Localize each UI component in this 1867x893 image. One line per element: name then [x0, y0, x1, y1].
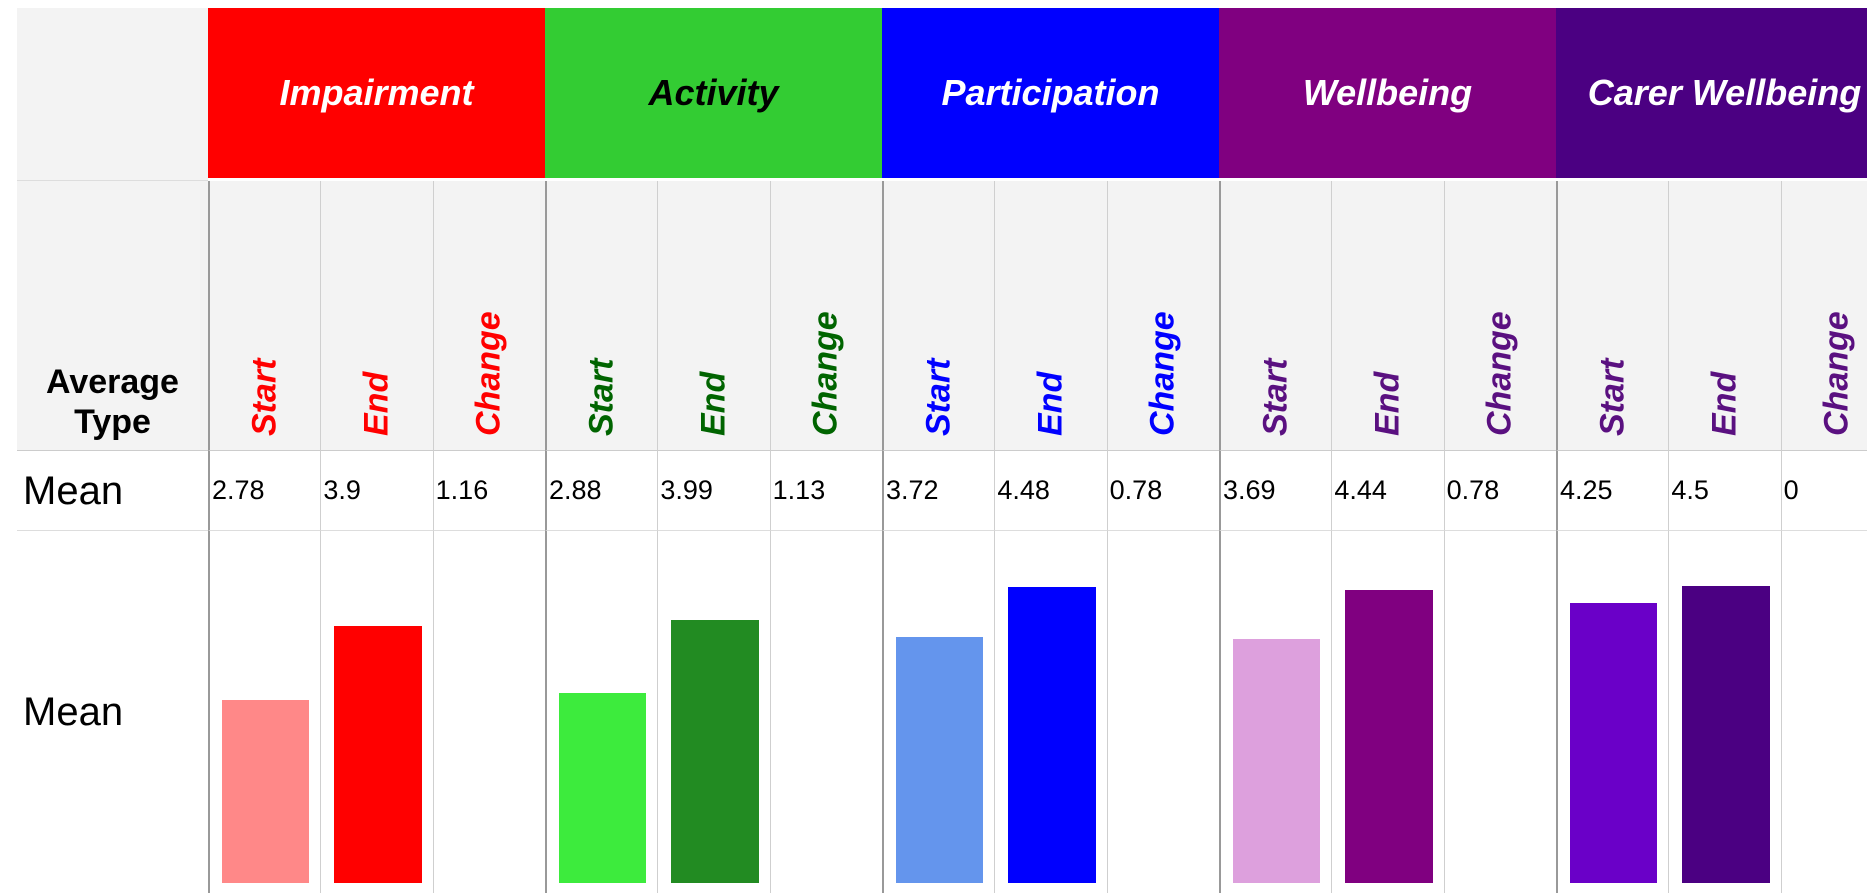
column-header: Change [1106, 181, 1219, 450]
bar [896, 637, 984, 883]
column-label: Change [1143, 311, 1182, 436]
chart-cell [994, 531, 1106, 893]
column-header: Start [882, 181, 995, 450]
row-label: Mean [17, 450, 208, 531]
value-cell: 0.78 [1443, 450, 1556, 531]
chart-cell [1668, 531, 1780, 893]
chart-cell [882, 531, 994, 893]
bar [222, 699, 310, 883]
value-cell: 4.25 [1556, 450, 1669, 531]
value-cell: 3.99 [657, 450, 770, 531]
value-cell: 0 [1780, 450, 1867, 531]
chart-cell [657, 531, 769, 893]
column-header: Start [1556, 181, 1669, 450]
column-label: Start [582, 358, 621, 436]
corner-header: Average Type [17, 181, 208, 450]
value-cell: 3.72 [882, 450, 995, 531]
value-cell: 1.13 [769, 450, 882, 531]
column-header: End [320, 181, 433, 450]
column-header: End [994, 181, 1107, 450]
column-label: Start [245, 358, 284, 436]
bar [559, 692, 647, 883]
column-label: End [694, 371, 733, 436]
chart-cell [432, 531, 545, 893]
group-header: Carer Wellbeing [1556, 8, 1867, 181]
column-label: Start [1593, 358, 1632, 436]
value-cell: 2.88 [545, 450, 658, 531]
column-header: Change [1780, 181, 1867, 450]
row-label: Mean [23, 689, 124, 734]
column-header: End [1331, 181, 1444, 450]
column-header: End [657, 181, 770, 450]
bar [1570, 602, 1658, 883]
value-cell: 4.48 [994, 450, 1107, 531]
bar [1345, 589, 1433, 883]
value-cell: 2.78 [208, 450, 321, 531]
value-cell: 4.44 [1331, 450, 1444, 531]
corner-top [17, 8, 208, 181]
value-cell: 3.69 [1219, 450, 1332, 531]
column-label: Start [919, 358, 958, 436]
column-header: Change [432, 181, 545, 450]
column-label: End [1705, 371, 1744, 436]
bar [334, 625, 422, 883]
bar [1233, 639, 1321, 883]
value-cell: 0.78 [1106, 450, 1219, 531]
column-label: End [1031, 371, 1070, 436]
column-label: Change [1480, 311, 1519, 436]
bar [1008, 587, 1096, 883]
chart-cell [320, 531, 432, 893]
chart-cell [1780, 531, 1867, 893]
chart-cell [1219, 531, 1331, 893]
column-header: Start [545, 181, 658, 450]
group-header: Wellbeing [1219, 8, 1556, 181]
chart-cell [545, 531, 657, 893]
chart-cell [769, 531, 882, 893]
group-header: Participation [882, 8, 1219, 181]
column-label: Change [469, 311, 508, 436]
column-label: End [1368, 371, 1407, 436]
value-cell: 3.9 [320, 450, 433, 531]
column-header: End [1668, 181, 1781, 450]
bar [671, 619, 759, 883]
column-header: Change [1443, 181, 1556, 450]
chart-cell [1443, 531, 1556, 893]
column-label: End [357, 371, 396, 436]
column-label: Change [1817, 311, 1856, 436]
group-header: Impairment [208, 8, 545, 181]
column-header: Start [208, 181, 321, 450]
chart-cell [1331, 531, 1443, 893]
column-header: Change [769, 181, 882, 450]
column-header: Start [1219, 181, 1332, 450]
chart-cell [208, 531, 320, 893]
column-label: Start [1256, 358, 1295, 436]
column-label: Change [806, 311, 845, 436]
group-header: Activity [545, 8, 882, 181]
chart-cell [1556, 531, 1668, 893]
value-cell: 1.16 [432, 450, 545, 531]
chart-cell [1106, 531, 1219, 893]
value-cell: 4.5 [1668, 450, 1781, 531]
bar [1682, 586, 1770, 883]
